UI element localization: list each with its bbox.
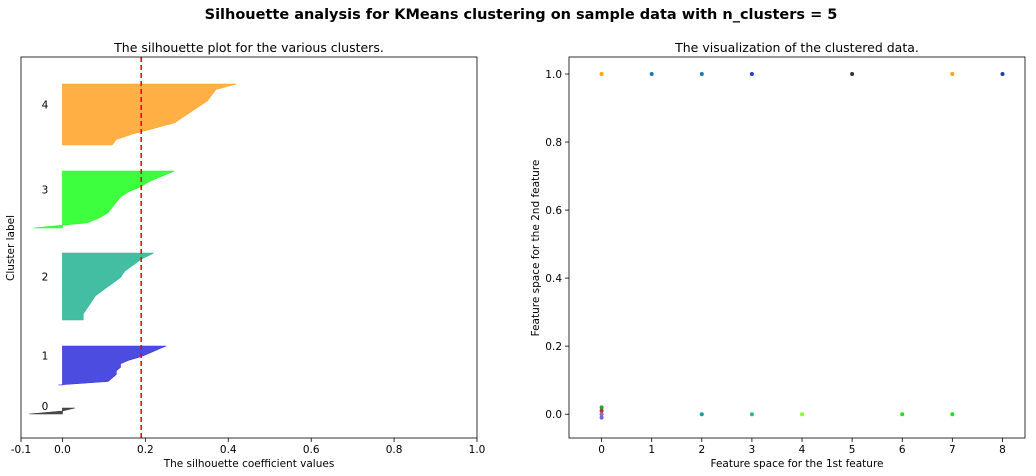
- cluster-labels: 0 1 2 3 4: [42, 100, 49, 414]
- x-tick-label: 0.6: [303, 444, 320, 456]
- cluster-label-4: 4: [42, 100, 49, 112]
- scatter-point: [950, 72, 955, 76]
- y-tick-label: 0.8: [545, 137, 562, 149]
- x-tick-label: 2: [698, 444, 705, 456]
- scatter-y-axis-label: Feature space for the 2nd feature: [530, 160, 542, 337]
- silhouette-x-axis-label: The silhouette coefficient values: [163, 458, 335, 470]
- silhouette-plot-title: The silhouette plot for the various clus…: [113, 40, 384, 55]
- scatter-point: [599, 72, 604, 76]
- scatter-point: [699, 72, 704, 76]
- cluster-label-1: 1: [42, 351, 49, 363]
- silhouette-cluster-2: [62, 252, 154, 321]
- x-tick-label: 5: [849, 444, 856, 456]
- cluster-label-0: 0: [42, 401, 49, 413]
- x-tick-label: 1: [648, 444, 655, 456]
- silhouette-plot-frame: [20, 56, 478, 439]
- figure-suptitle: Silhouette analysis for KMeans clusterin…: [205, 7, 838, 23]
- cluster-label-2: 2: [42, 272, 49, 284]
- scatter-point: [850, 72, 855, 76]
- x-tick-label: 8: [999, 444, 1006, 456]
- scatter-point: [599, 408, 604, 413]
- scatter-point: [599, 412, 604, 417]
- scatter-point: [1000, 72, 1005, 76]
- scatter-plot-title: The visualization of the clustered data.: [674, 40, 919, 55]
- scatter-point: [749, 412, 754, 417]
- x-tick-label: 0.4: [220, 444, 237, 456]
- scatter-plot-panel: The visualization of the clustered data.…: [530, 40, 1026, 470]
- x-tick-label: 4: [799, 444, 806, 456]
- silhouette-cluster-4: [62, 83, 237, 146]
- silhouette-cluster-3: [33, 170, 175, 229]
- x-tick-label: 7: [949, 444, 956, 456]
- scatter-point: [900, 412, 905, 417]
- silhouette-cluster-1: [58, 345, 167, 386]
- scatter-x-ticks: 0 1 2 3 4 5 6 7 8: [598, 438, 1006, 456]
- cluster-label-3: 3: [42, 185, 49, 197]
- scatter-point: [749, 72, 754, 76]
- x-tick-label: 0.8: [386, 444, 403, 456]
- silhouette-y-axis-label: Cluster label: [5, 215, 17, 281]
- silhouette-x-ticks: -0.1 0.0 0.2 0.4 0.6 0.8 1.0: [11, 438, 486, 456]
- x-tick-label: 0: [598, 444, 605, 456]
- scatter-point: [649, 72, 654, 76]
- scatter-point: [599, 415, 604, 420]
- silhouette-plot-panel: The silhouette plot for the various clus…: [5, 40, 485, 470]
- scatter-point: [599, 405, 604, 410]
- x-tick-label: 0.2: [137, 444, 154, 456]
- scatter-points: [599, 72, 1005, 420]
- y-tick-label: 0.2: [545, 341, 562, 353]
- y-tick-label: 1.0: [545, 69, 562, 81]
- x-tick-label: 1.0: [469, 444, 486, 456]
- scatter-point: [950, 412, 955, 417]
- scatter-plot-frame: [568, 56, 1026, 439]
- scatter-point: [800, 412, 804, 417]
- silhouette-fills: [29, 83, 237, 415]
- silhouette-cluster-0: [29, 407, 75, 415]
- x-tick-label: 3: [749, 444, 756, 456]
- y-tick-label: 0.4: [545, 273, 562, 285]
- y-tick-label: 0.6: [545, 205, 562, 217]
- x-tick-label: 0.0: [54, 444, 71, 456]
- scatter-point: [699, 412, 704, 417]
- y-tick-label: 0.0: [545, 409, 562, 421]
- x-tick-label: -0.1: [11, 444, 32, 456]
- scatter-x-axis-label: Feature space for the 1st feature: [710, 458, 883, 470]
- x-tick-label: 6: [899, 444, 906, 456]
- scatter-y-ticks: 0.0 0.2 0.4 0.6 0.8 1.0: [545, 69, 569, 421]
